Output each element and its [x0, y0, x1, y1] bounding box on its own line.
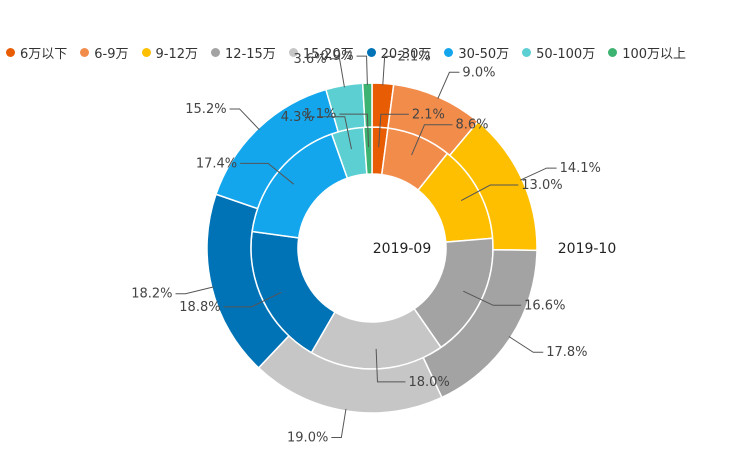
legend-item[interactable]: 9-12万	[141, 43, 199, 62]
slice-outer[interactable]	[361, 82, 373, 128]
leader-line	[329, 58, 345, 88]
slice-label: 2.1%	[398, 49, 431, 64]
leader-line	[460, 184, 519, 201]
series-name-outer: 2019-10	[558, 241, 617, 257]
legend-item[interactable]: 100万以上	[608, 43, 686, 62]
legend-dot-icon	[141, 47, 151, 57]
leader-line	[175, 286, 214, 295]
slice-label: 1.1%	[303, 107, 336, 122]
leader-line	[375, 348, 406, 383]
leader-line	[382, 55, 395, 86]
legend-label: 12-15万	[225, 46, 276, 62]
legend-dot-icon	[288, 47, 298, 57]
slices	[206, 82, 538, 414]
slice-label: 3.6%	[294, 52, 327, 67]
leader-line	[339, 113, 370, 148]
legend-label: 100万以上	[622, 46, 687, 62]
slice-label: 2.1%	[412, 107, 445, 122]
leader-line	[437, 71, 460, 100]
legend-label: 20-30万	[380, 46, 432, 62]
legend-dot-icon	[6, 47, 15, 57]
legend-label: 6万以下	[20, 46, 68, 62]
leader-line	[508, 336, 544, 353]
legend-item[interactable]: 12-15万	[211, 43, 276, 62]
slice-label: 8.6%	[455, 118, 488, 133]
legend-dot-icon	[211, 47, 221, 57]
slice-label: 19.0%	[287, 431, 328, 446]
legend-item[interactable]: 30-50万	[444, 43, 509, 62]
slice-label: 4.3%	[281, 110, 314, 125]
leader-line	[411, 124, 453, 156]
slice-label: 15.2%	[185, 102, 226, 117]
leader-line	[463, 290, 522, 306]
leader-line	[240, 162, 295, 185]
leader-line	[223, 291, 282, 308]
slice-label: 16.6%	[524, 298, 565, 313]
leader-line	[378, 113, 409, 148]
slice-label: 9.0%	[462, 65, 495, 80]
slice-label: 18.8%	[179, 300, 220, 315]
leader-line	[520, 167, 557, 181]
legend-dot-icon	[366, 47, 376, 57]
legend-label: 9-12万	[155, 46, 199, 62]
legend-item[interactable]: 15-20万	[288, 43, 354, 62]
slice-label: 18.0%	[408, 375, 449, 390]
legend-dot-icon	[608, 47, 618, 57]
leader-line	[229, 108, 260, 131]
series-name-inner: 2019-09	[373, 241, 432, 257]
slice-label: 17.8%	[546, 345, 587, 360]
slice-label: 14.1%	[560, 161, 601, 176]
slice-label: 13.0%	[521, 178, 562, 193]
chart-legend: 6万以下 6-9万 9-12万 12-15万 15-20万 20-30万 30-50万 50-…	[6, 42, 699, 62]
legend-item[interactable]: 6-9万	[80, 43, 129, 62]
legend-item[interactable]: 50-100万	[522, 43, 595, 62]
legend-dot-icon	[444, 47, 454, 57]
leader-line	[316, 116, 352, 150]
slice-label: 17.4%	[196, 156, 237, 171]
legend-label: 6-9万	[94, 46, 129, 62]
legend-item[interactable]: 20-30万	[366, 43, 432, 62]
legend-item[interactable]: 6万以下	[6, 43, 67, 62]
legend-dot-icon	[80, 47, 90, 57]
legend-label: 50-100万	[536, 46, 596, 62]
slice-labels: 2.1% 8.6% 13.0% 16.6% 18.0% 18.8% 17.4% 4.3%1.1…	[131, 49, 601, 445]
leader-line	[356, 55, 368, 86]
legend-label: 30-50万	[458, 46, 510, 62]
legend-dot-icon	[522, 47, 532, 57]
slice-label: 18.2%	[131, 287, 172, 302]
slice-label: 0.9%	[321, 49, 354, 64]
legend-label: 15-20万	[302, 46, 354, 62]
leader-line	[331, 408, 347, 439]
